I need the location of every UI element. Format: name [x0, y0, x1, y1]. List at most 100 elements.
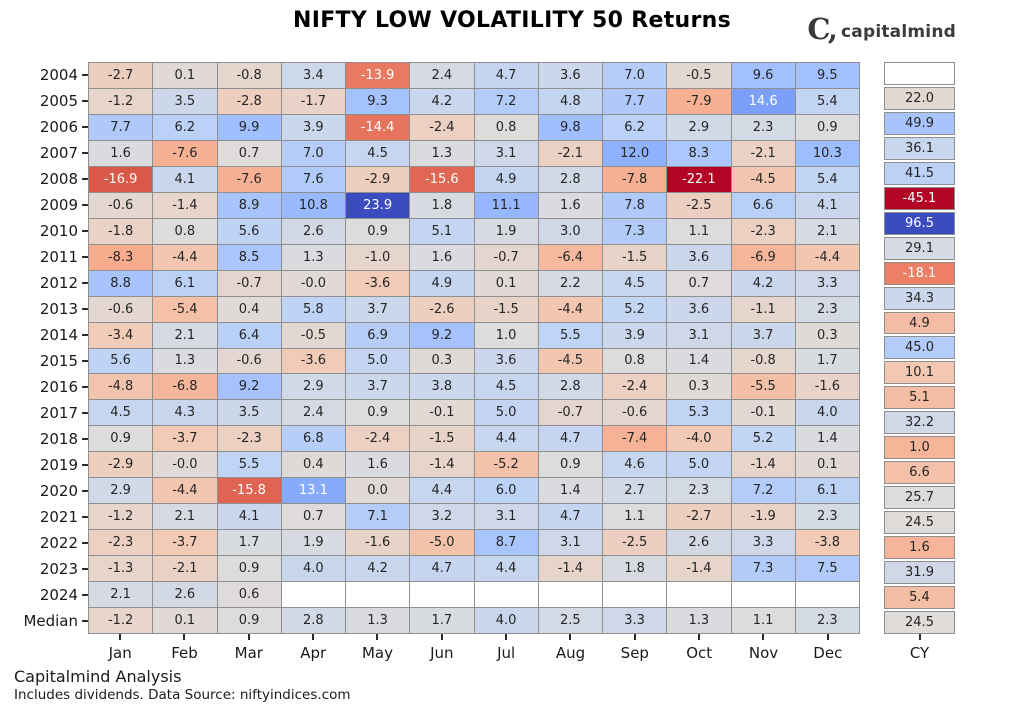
heatmap-cell: 1.6 [346, 452, 410, 478]
heatmap-cell: 6.0 [474, 478, 538, 504]
heatmap-cell: 1.6 [538, 192, 602, 218]
month-label: Oct [667, 634, 731, 662]
month-label-text: May [361, 644, 393, 662]
heatmap-cell: -2.1 [731, 140, 795, 166]
month-label: May [345, 634, 409, 662]
heatmap-cell: 1.7 [795, 348, 859, 374]
year-label-text: 2013 [39, 300, 78, 318]
year-label: 2015 [0, 348, 88, 374]
heatmap-cell: 0.6 [217, 582, 281, 608]
year-label-text: 2023 [39, 560, 78, 578]
capitalmind-logo: C, capitalmind [807, 15, 956, 44]
year-label: 2012 [0, 270, 88, 296]
month-label-text: Dec [813, 644, 843, 662]
heatmap-cell: 9.5 [795, 63, 859, 88]
year-tick [82, 256, 88, 258]
heatmap-cell: 0.9 [795, 114, 859, 140]
heatmap-cell: 1.1 [667, 218, 731, 244]
heatmap-cell: -4.4 [153, 244, 217, 270]
heatmap-cell: 2.6 [153, 582, 217, 608]
heatmap-cell: 7.3 [731, 556, 795, 582]
heatmap-cell: 0.1 [474, 270, 538, 296]
heatmap-cell: 6.2 [153, 114, 217, 140]
heatmap-cell: 6.2 [603, 114, 667, 140]
heatmap-cell: -1.4 [538, 556, 602, 582]
heatmap-cell: 5.5 [217, 452, 281, 478]
heatmap-cell: 1.4 [795, 426, 859, 452]
heatmap-cell: -7.8 [603, 166, 667, 192]
heatmap-cell: -1.9 [731, 504, 795, 530]
heatmap-cell: 2.6 [281, 218, 345, 244]
year-label: 2024 [0, 582, 88, 608]
heatmap-cell: 2.9 [667, 114, 731, 140]
year-tick [82, 178, 88, 180]
heatmap-cell: 0.9 [346, 218, 410, 244]
heatmap-cell [281, 582, 345, 608]
heatmap-cell: -0.0 [153, 452, 217, 478]
year-label: 2010 [0, 218, 88, 244]
year-label: 2022 [0, 530, 88, 556]
heatmap-cell: -2.4 [346, 426, 410, 452]
heatmap-cell: 7.6 [281, 166, 345, 192]
heatmap-cell: -1.4 [667, 556, 731, 582]
heatmap-cell: -3.6 [346, 270, 410, 296]
heatmap-cell: 3.0 [538, 218, 602, 244]
heatmap-cell: 7.1 [346, 504, 410, 530]
heatmap-cell: 4.6 [603, 452, 667, 478]
year-label-text: 2007 [39, 144, 78, 162]
heatmap-cell [474, 582, 538, 608]
year-label-text: 2018 [39, 430, 78, 448]
heatmap-cell: 2.3 [795, 608, 859, 633]
heatmap-cell: 2.3 [795, 296, 859, 322]
month-tick [569, 634, 572, 640]
heatmap-cell [603, 582, 667, 608]
cy-axis: CY [884, 634, 955, 662]
heatmap-cell [538, 582, 602, 608]
heatmap-cell: -0.5 [281, 322, 345, 348]
heatmap-cell: 4.4 [410, 478, 474, 504]
year-label: 2009 [0, 192, 88, 218]
heatmap-cell: 3.6 [667, 244, 731, 270]
heatmap-grid: -2.7 0.1 -0.8 3.4 -13.9 2.4 4.7 3.6 7.0 -0.5 9.6 9.… [88, 62, 860, 634]
year-label-text: 2022 [39, 534, 78, 552]
heatmap-cell: -1.1 [731, 296, 795, 322]
month-tick [698, 634, 701, 640]
heatmap-cell: 5.0 [346, 348, 410, 374]
heatmap-cell: 4.2 [731, 270, 795, 296]
month-label: Jan [88, 634, 152, 662]
heatmap-cell: -2.5 [667, 192, 731, 218]
year-label-text: 2019 [39, 456, 78, 474]
cy-cell: 41.5 [884, 161, 955, 185]
heatmap-cell: -2.3 [217, 426, 281, 452]
cy-cell [884, 62, 955, 85]
month-label-text: Sep [620, 644, 649, 662]
month-tick [312, 634, 315, 640]
heatmap-cell: 3.7 [346, 296, 410, 322]
year-label: 2019 [0, 452, 88, 478]
month-tick [247, 634, 250, 640]
heatmap-cell: -1.5 [603, 244, 667, 270]
heatmap-cell: 1.7 [217, 530, 281, 556]
heatmap-cell: 2.4 [281, 400, 345, 426]
heatmap-cell: -6.4 [538, 244, 602, 270]
year-label-text: 2020 [39, 482, 78, 500]
heatmap-cell: 4.8 [538, 88, 602, 114]
heatmap-cell: -5.2 [474, 452, 538, 478]
heatmap-cell [410, 582, 474, 608]
heatmap-cell: 0.1 [795, 452, 859, 478]
heatmap-cell: -3.8 [795, 530, 859, 556]
heatmap-cell: 0.8 [603, 348, 667, 374]
heatmap-cell: 6.1 [795, 478, 859, 504]
heatmap-cell: -1.4 [410, 452, 474, 478]
month-label: Dec [796, 634, 860, 662]
heatmap-cell: 8.7 [474, 530, 538, 556]
heatmap-cell: 3.1 [667, 322, 731, 348]
heatmap-cell: 3.7 [346, 374, 410, 400]
month-tick [183, 634, 186, 640]
heatmap-cell: 0.4 [281, 452, 345, 478]
heatmap-cell: 23.9 [346, 192, 410, 218]
year-tick [82, 412, 88, 414]
heatmap-cell: 3.8 [410, 374, 474, 400]
heatmap-cell: 4.5 [603, 270, 667, 296]
